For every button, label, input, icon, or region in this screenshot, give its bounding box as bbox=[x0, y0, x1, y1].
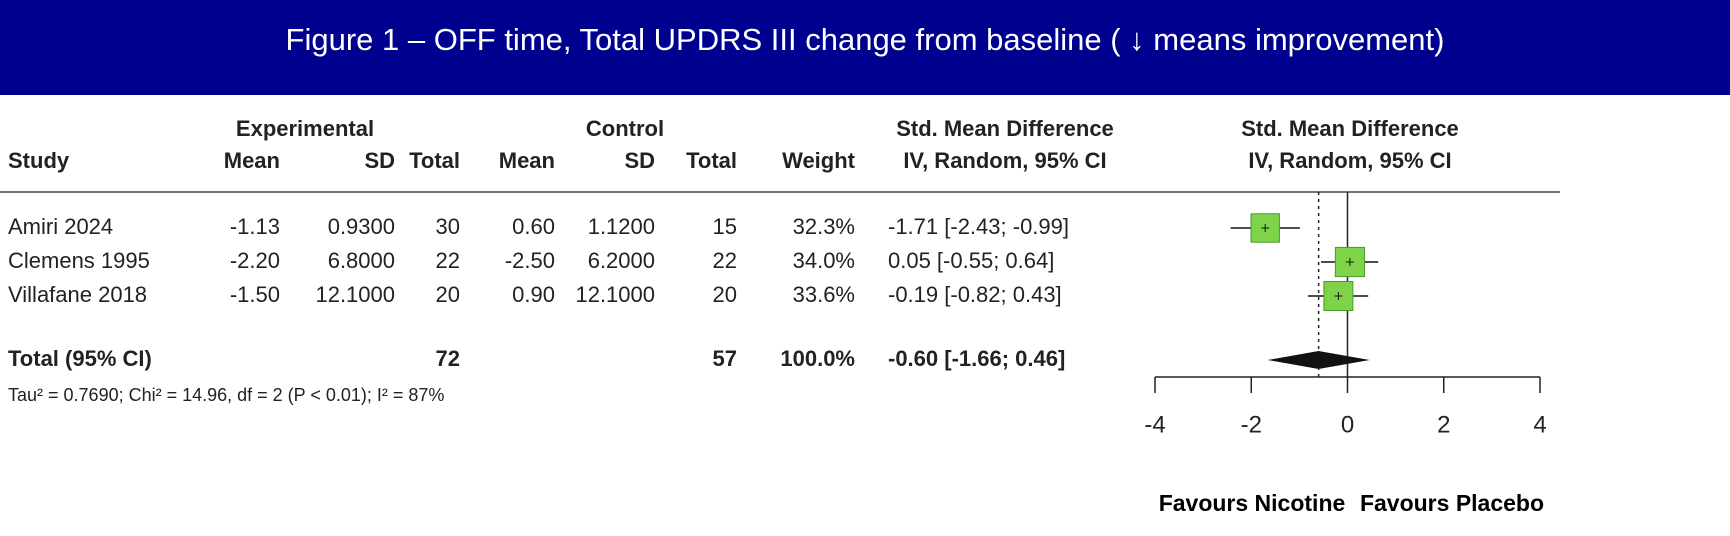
table-cell: 0.90 bbox=[512, 282, 555, 307]
column-header: Total bbox=[686, 148, 737, 173]
table-cell: 0.9300 bbox=[328, 214, 395, 239]
total-weight: 100.0% bbox=[780, 346, 855, 371]
total-exp: 72 bbox=[436, 346, 460, 371]
table-cell: -1.50 bbox=[230, 282, 280, 307]
table-cell: 20 bbox=[713, 282, 737, 307]
table-cell: 22 bbox=[436, 248, 460, 273]
column-header: Study bbox=[8, 148, 70, 173]
study-name: Amiri 2024 bbox=[8, 214, 113, 239]
pooled-diamond bbox=[1267, 351, 1370, 369]
study-name: Clemens 1995 bbox=[8, 248, 150, 273]
table-cell: 6.2000 bbox=[588, 248, 655, 273]
x-tick-label: -4 bbox=[1144, 411, 1165, 438]
table-cell: -2.20 bbox=[230, 248, 280, 273]
ci-text: -1.71 [-2.43; -0.99] bbox=[888, 214, 1069, 239]
table-cell: 12.1000 bbox=[575, 282, 655, 307]
x-tick-label: -2 bbox=[1241, 411, 1262, 438]
title-band bbox=[0, 0, 1730, 95]
table-cell: 6.8000 bbox=[328, 248, 395, 273]
column-header: Total bbox=[409, 148, 460, 173]
column-header: Mean bbox=[224, 148, 280, 173]
weight: 34.0% bbox=[793, 248, 855, 273]
x-tick-label: 0 bbox=[1341, 411, 1354, 438]
table-cell: 15 bbox=[713, 214, 737, 239]
table-cell: 30 bbox=[436, 214, 460, 239]
table-cell: 22 bbox=[713, 248, 737, 273]
plot-header: Std. Mean Difference bbox=[1241, 116, 1459, 141]
column-header: IV, Random, 95% CI bbox=[903, 148, 1106, 173]
x-side-label: Favours Nicotine bbox=[1159, 490, 1346, 516]
column-header: SD bbox=[624, 148, 655, 173]
total-ci: -0.60 [-1.66; 0.46] bbox=[888, 346, 1065, 371]
table-cell: -2.50 bbox=[505, 248, 555, 273]
heterogeneity: Tau² = 0.7690; Chi² = 14.96, df = 2 (P <… bbox=[8, 385, 444, 405]
weight: 33.6% bbox=[793, 282, 855, 307]
column-header: Mean bbox=[499, 148, 555, 173]
plot-header: IV, Random, 95% CI bbox=[1248, 148, 1451, 173]
table-cell: 0.60 bbox=[512, 214, 555, 239]
ci-text: -0.19 [-0.82; 0.43] bbox=[888, 282, 1062, 307]
total-ctl: 57 bbox=[713, 346, 737, 371]
ci-text: 0.05 [-0.55; 0.64] bbox=[888, 248, 1054, 273]
title: Figure 1 – OFF time, Total UPDRS III cha… bbox=[286, 22, 1445, 57]
point-estimate bbox=[1261, 224, 1270, 232]
group-header: Control bbox=[586, 116, 664, 141]
column-header: Weight bbox=[782, 148, 856, 173]
group-header: Std. Mean Difference bbox=[896, 116, 1114, 141]
weight: 32.3% bbox=[793, 214, 855, 239]
table-cell: 20 bbox=[436, 282, 460, 307]
group-header: Experimental bbox=[236, 116, 374, 141]
total-label: Total (95% CI) bbox=[8, 346, 152, 371]
point-estimate bbox=[1345, 258, 1354, 266]
table-cell: 12.1000 bbox=[315, 282, 395, 307]
point-estimate bbox=[1334, 292, 1343, 300]
x-side-label: Favours Placebo bbox=[1360, 490, 1544, 516]
table-cell: 1.1200 bbox=[588, 214, 655, 239]
x-tick-label: 2 bbox=[1437, 411, 1450, 438]
study-name: Villafane 2018 bbox=[8, 282, 147, 307]
x-tick-label: 4 bbox=[1533, 411, 1546, 438]
table-cell: -1.13 bbox=[230, 214, 280, 239]
column-header: SD bbox=[364, 148, 395, 173]
